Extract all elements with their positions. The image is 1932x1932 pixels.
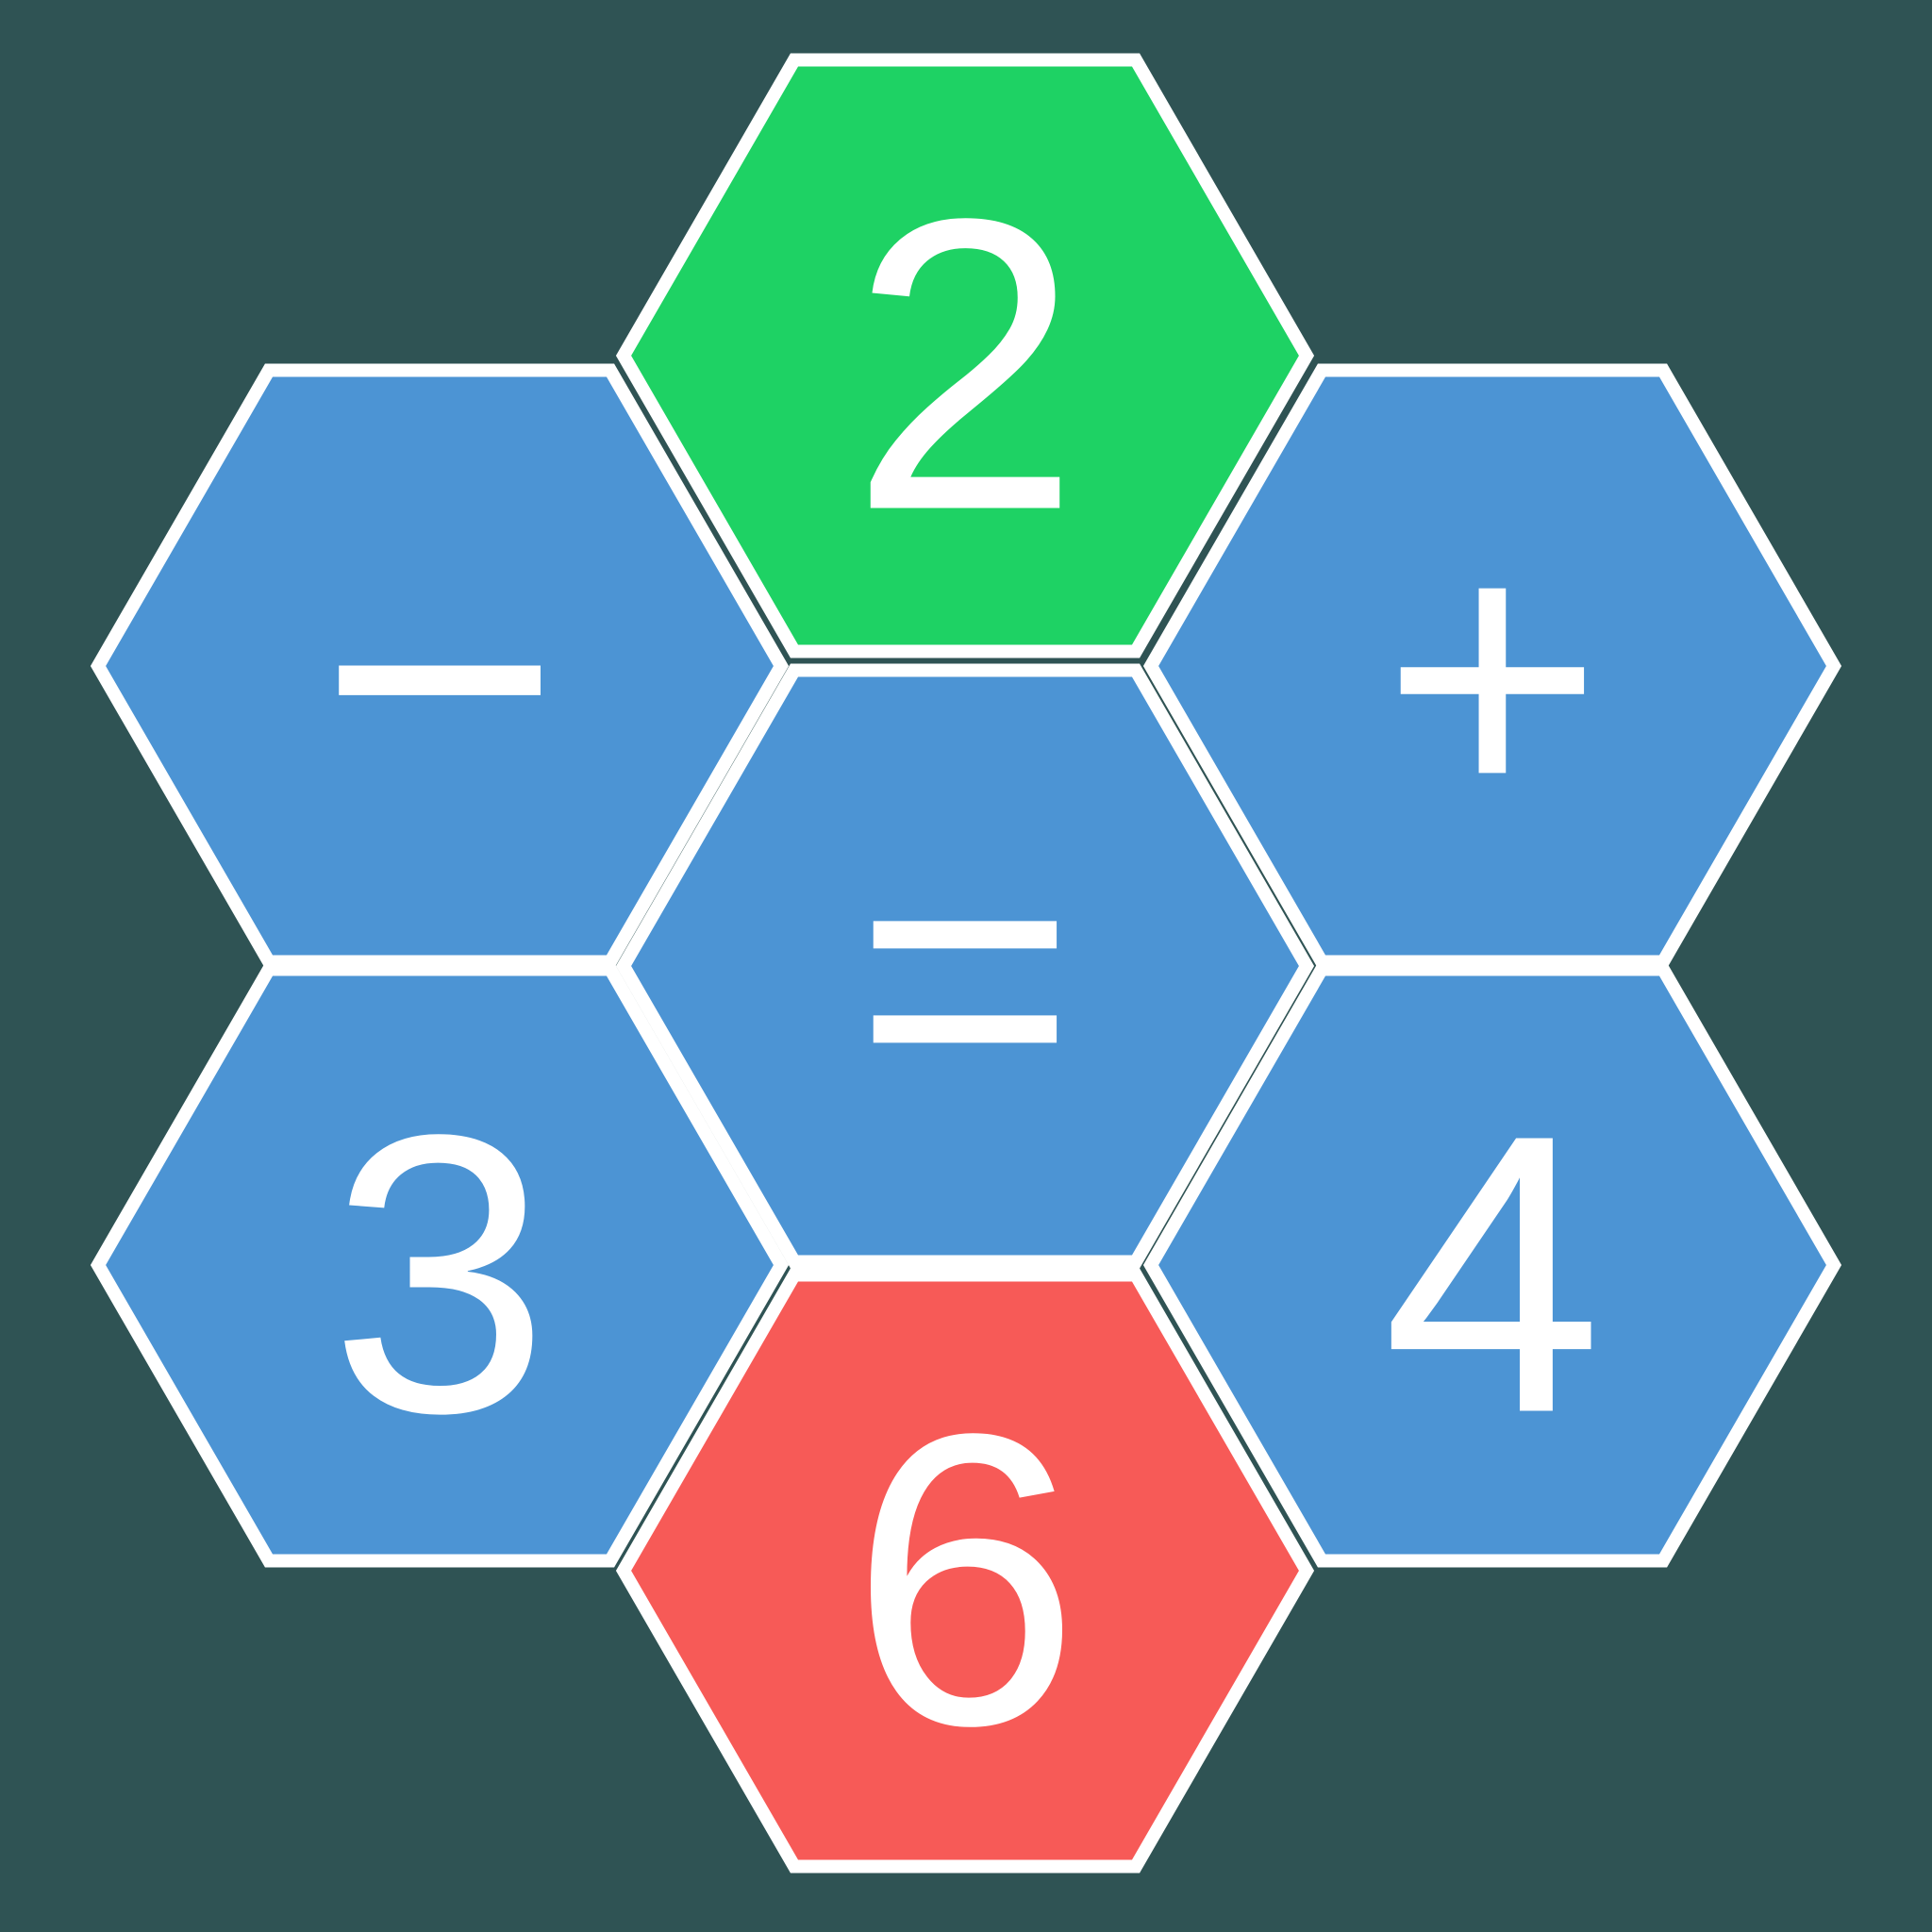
hex-shape-top — [615, 53, 1315, 658]
hex-shape-bottom — [615, 1268, 1315, 1874]
hex-shape-upper-left — [90, 363, 790, 969]
hex-shape-lower-right — [1142, 962, 1842, 1568]
hex-shape-upper-right — [1142, 363, 1842, 969]
hex-shape-lower-left — [90, 962, 790, 1568]
hex-shape-center — [615, 663, 1315, 1269]
